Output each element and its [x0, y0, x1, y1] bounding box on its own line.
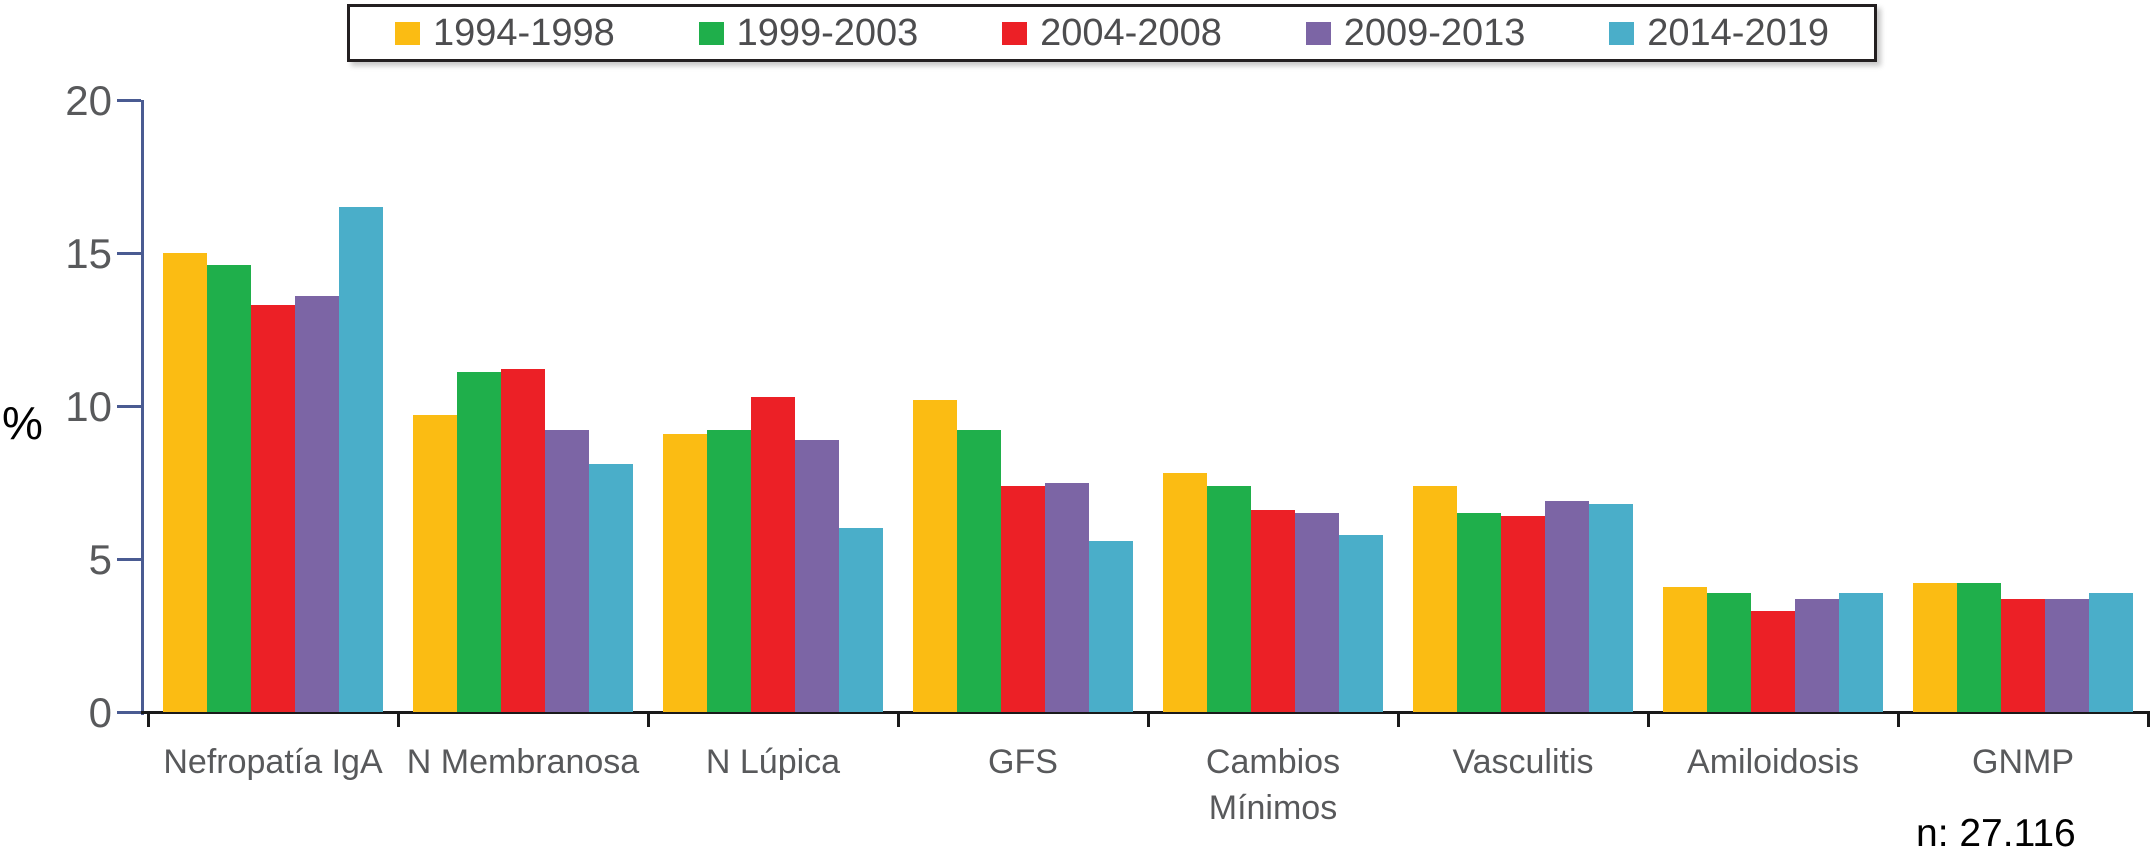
- y-axis-tick: [117, 99, 141, 102]
- legend-item: 2014-2019: [1609, 14, 1829, 52]
- y-axis-line: [141, 100, 144, 715]
- y-tick-label: 20: [65, 77, 112, 124]
- bar: [1839, 592, 1883, 712]
- category-label: Nefropatía IgA: [163, 743, 383, 781]
- bar: [751, 396, 795, 712]
- x-axis-line: [141, 711, 2150, 714]
- bar: [1339, 534, 1383, 712]
- x-axis-tick: [147, 713, 150, 727]
- bar: [207, 265, 251, 712]
- legend-item: 1994-1998: [395, 14, 615, 52]
- legend-swatch-icon: [1609, 21, 1635, 45]
- bar: [1251, 510, 1295, 712]
- legend-item: 1999-2003: [698, 12, 919, 54]
- bar: [1913, 583, 1957, 712]
- bar: [589, 464, 633, 712]
- category-label: GFS: [988, 743, 1058, 781]
- bar: [1045, 482, 1089, 712]
- bar: [839, 528, 883, 712]
- bar: [795, 439, 839, 712]
- category-label: N Membranosa: [406, 743, 640, 781]
- x-axis-tick: [1897, 713, 1900, 727]
- bar: [913, 399, 957, 712]
- legend-swatch-icon: [1002, 21, 1028, 45]
- legend-swatch-icon: [1305, 21, 1331, 45]
- bar: [163, 253, 207, 712]
- bar: [1957, 583, 2001, 712]
- bar: [339, 207, 383, 712]
- legend-label: 2004-2008: [1040, 12, 1222, 54]
- bar: [1207, 485, 1251, 712]
- legend-swatch-icon: [698, 21, 724, 45]
- bar: [1163, 473, 1207, 712]
- bar: [1751, 611, 1795, 712]
- bar: [707, 430, 751, 712]
- y-tick-label: 10: [65, 383, 112, 430]
- x-axis-tick: [1397, 713, 1400, 727]
- bar: [2089, 592, 2133, 712]
- bar: [1413, 485, 1457, 712]
- bar: [1457, 513, 1501, 712]
- bar: [1501, 516, 1545, 712]
- bar: [545, 430, 589, 712]
- legend-label: 1999-2003: [736, 12, 919, 54]
- bar: [1707, 592, 1751, 712]
- y-axis-tick: [117, 558, 141, 561]
- y-axis-tick: [117, 711, 141, 714]
- legend-swatch-icon: [395, 21, 420, 45]
- category-label: GNMP: [1972, 743, 2074, 781]
- y-tick-label: 15: [65, 230, 112, 277]
- y-tick-label: 0: [88, 689, 112, 736]
- y-axis-tick: [117, 405, 141, 408]
- y-axis-title: %: [2, 397, 43, 449]
- bar: [1795, 598, 1839, 712]
- category-label: Vasculitis: [1452, 743, 1594, 781]
- sample-size-note: n: 27.116: [1916, 812, 2076, 855]
- bar: [2045, 598, 2089, 712]
- legend-label: 2009-2013: [1343, 12, 1526, 54]
- bar: [663, 433, 707, 712]
- bar: [251, 305, 295, 712]
- bar: [1589, 503, 1633, 712]
- x-axis-tick: [2147, 713, 2150, 727]
- legend-item: 2009-2013: [1305, 12, 1526, 54]
- category-label: Cambios Mínimos: [1205, 743, 1341, 827]
- chart-legend: 1994-1998 1999-2003 2004-2008 2009-2013 2014…: [347, 4, 1877, 62]
- x-axis-tick: [397, 713, 400, 727]
- x-axis-tick: [897, 713, 900, 727]
- x-axis-tick: [1147, 713, 1150, 727]
- legend-label: 2014-2019: [1647, 12, 1829, 54]
- bar: [1545, 500, 1589, 712]
- x-axis-tick: [647, 713, 650, 727]
- bar: [295, 295, 339, 712]
- legend-label: 1994-1998: [433, 12, 615, 54]
- x-axis-tick: [1647, 713, 1650, 727]
- bar: [1295, 513, 1339, 712]
- bar: [1089, 540, 1133, 712]
- bar: [457, 372, 501, 712]
- bar: [501, 369, 545, 712]
- y-axis-tick: [117, 252, 141, 255]
- bar: [2001, 598, 2045, 712]
- bar: [1001, 485, 1045, 712]
- category-label: Amiloidosis: [1687, 743, 1859, 781]
- category-label: N Lúpica: [705, 743, 841, 781]
- y-tick-label: 5: [88, 536, 112, 583]
- legend-item: 2004-2008: [1002, 14, 1222, 52]
- bar: [413, 415, 457, 712]
- bar: [1663, 586, 1707, 712]
- bar: [957, 430, 1001, 712]
